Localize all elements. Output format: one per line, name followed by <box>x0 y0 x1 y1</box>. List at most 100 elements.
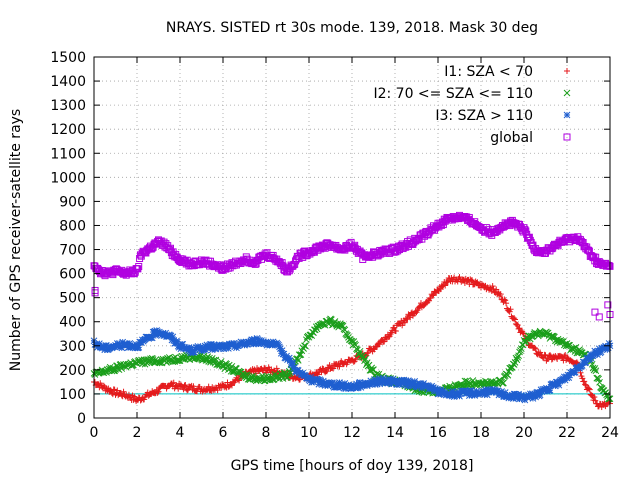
data-point <box>586 386 593 393</box>
data-point <box>577 369 584 376</box>
y-tick-label: 1400 <box>50 74 86 90</box>
data-point <box>364 350 371 357</box>
data-point <box>365 349 372 356</box>
data-point <box>224 379 231 386</box>
chart-title: NRAYS. SISTED rt 30s mode. 139, 2018. Ma… <box>166 20 538 36</box>
y-tick-label: 700 <box>59 243 86 259</box>
data-point <box>546 386 554 394</box>
data-point <box>514 354 522 361</box>
data-point <box>591 394 598 401</box>
data-point <box>469 277 476 284</box>
data-point <box>114 387 121 394</box>
data-point <box>330 365 337 372</box>
data-point <box>490 285 497 292</box>
data-point <box>302 342 309 350</box>
x-tick-label: 8 <box>262 425 271 441</box>
data-point <box>155 388 162 395</box>
data-point <box>286 369 294 377</box>
data-point <box>429 292 436 299</box>
data-point <box>392 328 399 335</box>
data-point <box>109 391 116 398</box>
data-point <box>532 345 539 352</box>
data-point <box>405 311 412 318</box>
x-tick-label: 20 <box>515 425 533 441</box>
legend-label: I3: SZA > 110 <box>435 108 533 124</box>
data-point <box>517 345 525 352</box>
data-point <box>141 396 148 403</box>
y-tick-label: 500 <box>59 291 86 307</box>
data-point <box>501 296 508 303</box>
data-point <box>190 383 197 390</box>
data-point <box>573 359 580 366</box>
data-point <box>323 368 330 375</box>
data-point <box>356 347 364 355</box>
data-point <box>497 291 504 298</box>
y-tick-label: 800 <box>59 218 86 234</box>
legend-label: I2: 70 <= SZA <= 110 <box>373 86 533 102</box>
data-point <box>362 355 369 363</box>
data-point <box>376 341 383 348</box>
data-point <box>546 352 553 359</box>
data-point <box>585 385 592 392</box>
legend-marker <box>563 111 571 119</box>
data-point <box>605 395 613 402</box>
data-point <box>558 353 565 360</box>
data-point <box>273 365 280 372</box>
y-tick-label: 1500 <box>50 50 86 66</box>
y-tick-label: 1200 <box>50 122 86 138</box>
x-tick-label: 12 <box>343 425 361 441</box>
data-point <box>120 388 127 395</box>
data-point <box>301 342 308 350</box>
data-point <box>591 365 599 372</box>
x-tick-label: 2 <box>133 425 142 441</box>
data-point <box>512 316 519 323</box>
x-tick-label: 14 <box>386 425 404 441</box>
x-tick-label: 10 <box>300 425 318 441</box>
data-point <box>217 358 225 365</box>
data-point <box>514 322 521 329</box>
data-point <box>154 389 161 396</box>
data-point <box>344 332 351 339</box>
data-point <box>502 297 509 304</box>
x-tick-label: 16 <box>429 425 447 441</box>
data-point <box>442 282 449 289</box>
y-tick-label: 1000 <box>50 170 86 186</box>
x-tick-label: 18 <box>472 425 490 441</box>
y-tick-label: 1300 <box>50 98 86 114</box>
x-tick-label: 0 <box>90 425 99 441</box>
data-point <box>592 397 599 404</box>
series-2 <box>90 327 614 404</box>
data-point <box>474 279 481 286</box>
data-point <box>500 379 507 387</box>
y-tick-label: 900 <box>59 194 86 210</box>
data-point <box>511 315 518 322</box>
y-tick-label: 100 <box>59 387 86 403</box>
data-point <box>236 377 243 384</box>
data-point <box>581 378 588 385</box>
data-point <box>582 381 589 388</box>
data-point <box>562 351 569 358</box>
data-point <box>228 382 235 389</box>
data-point <box>261 364 268 371</box>
data-point <box>131 393 138 400</box>
x-tick-label: 24 <box>601 425 619 441</box>
x-tick-label: 6 <box>219 425 228 441</box>
data-point <box>235 376 242 383</box>
x-tick-label: 4 <box>176 425 185 441</box>
data-point <box>507 306 514 313</box>
data-point <box>444 279 451 286</box>
data-points <box>90 211 614 411</box>
data-point <box>336 363 343 370</box>
data-point <box>531 344 538 351</box>
data-point <box>111 386 118 393</box>
data-point <box>439 283 446 290</box>
legend-label: I1: SZA < 70 <box>444 64 533 80</box>
y-tick-label: 0 <box>77 411 86 427</box>
data-point <box>100 382 107 389</box>
data-point <box>182 382 189 389</box>
data-point <box>184 387 191 394</box>
x-axis-label: GPS time [hours of doy 139, 2018] <box>231 458 474 474</box>
data-point <box>294 357 302 364</box>
